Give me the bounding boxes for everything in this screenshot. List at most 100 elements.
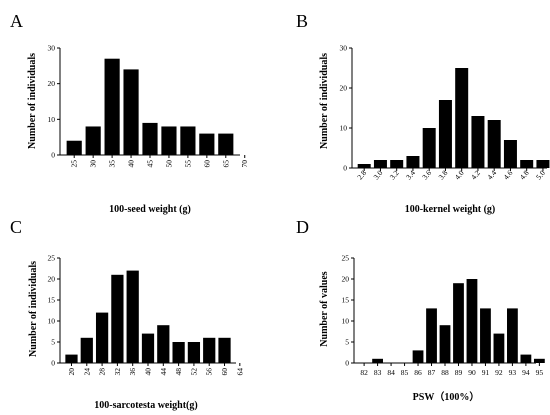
y-tick-label: 0 <box>51 151 55 160</box>
panel-letter-a: A <box>10 11 23 31</box>
x-tick-label: 28 <box>98 368 107 376</box>
bar-3.6 <box>422 128 436 168</box>
x-tick-label: 44 <box>159 368 168 376</box>
chart-panel-b: B 0 10 20 30 2.8 3.0 3.2 3.4 3.6 3.8 4.0 4.2 4.4 4.6… <box>296 11 550 215</box>
axes <box>351 257 540 366</box>
bars <box>372 279 545 363</box>
bar-4.2 <box>471 116 485 168</box>
x-tick-labels: 20 24 28 32 36 40 44 48 52 56 60 64 <box>67 368 244 376</box>
x-tick-label: 40 <box>127 160 136 168</box>
bar-56 <box>203 337 216 363</box>
bar-40 <box>141 333 155 363</box>
y-tick-label: 20 <box>342 275 350 284</box>
y-tick-label: 10 <box>340 124 348 133</box>
x-tick-label: 87 <box>428 368 436 377</box>
bar-48 <box>172 342 185 363</box>
x-tick-label: 88 <box>441 368 449 377</box>
x-tick-label: 60 <box>220 368 229 376</box>
bar-55 <box>180 126 196 155</box>
bar-83 <box>372 358 383 363</box>
bars <box>65 270 231 363</box>
x-axis-title: 100-kernel weight (g) <box>405 204 496 215</box>
bar-40 <box>123 69 139 155</box>
bar-5.0 <box>536 160 550 168</box>
y-tick-label: 20 <box>48 79 56 88</box>
bar-25 <box>66 140 82 155</box>
x-tick-label: 20 <box>67 368 76 376</box>
y-axis-title: Number of values <box>319 271 330 346</box>
x-tick-label: 84 <box>387 368 395 377</box>
y-tick-label: 0 <box>345 359 349 368</box>
x-tick-label: 3.4 <box>404 168 417 181</box>
y-axis-title: Number of individuals <box>319 53 330 149</box>
x-axis-title: PSW（100%） <box>413 390 480 403</box>
x-tick-label: 3.8 <box>437 168 450 181</box>
x-tick-label: 91 <box>482 368 490 377</box>
bar-86 <box>412 350 424 363</box>
y-tick-labels: 0 10 20 30 <box>340 44 348 173</box>
bars <box>66 58 234 156</box>
y-tick-label: 0 <box>343 164 347 173</box>
bar-60 <box>218 337 231 363</box>
x-tick-label: 4.0 <box>453 168 466 181</box>
bar-94 <box>520 354 532 363</box>
x-tick-label: 3.6 <box>420 168 433 181</box>
x-axis-title: 100-sarcotesta weight(g) <box>94 400 197 411</box>
chart-panel-a: A 0 10 20 30 25 30 35 40 45 50 55 60 65 70 Number of… <box>10 11 249 215</box>
bar-45 <box>142 122 158 155</box>
x-tick-label: 50 <box>164 160 173 168</box>
x-tick-label: 93 <box>509 368 517 377</box>
chart-panel-c: C 0 5 10 15 20 25 20 24 28 32 36 40 44 48 52 56 60 64 Nu… <box>10 217 244 411</box>
x-axis-title: 100-seed weight (g) <box>109 204 191 215</box>
y-tick-label: 10 <box>48 115 56 124</box>
y-tick-label: 10 <box>342 317 350 326</box>
y-axis-title: Number of individuals <box>28 261 39 357</box>
y-tick-label: 15 <box>342 296 350 305</box>
y-tick-label: 30 <box>340 44 348 53</box>
x-tick-label: 2.8 <box>355 168 368 181</box>
x-tick-label: 85 <box>401 368 409 377</box>
axes <box>349 47 547 171</box>
x-tick-labels: 25 30 35 40 45 50 55 60 65 70 <box>70 160 250 168</box>
panel-letter-b: B <box>296 11 308 31</box>
y-tick-label: 15 <box>48 296 56 305</box>
y-tick-label: 25 <box>342 254 350 263</box>
bar-3.4 <box>406 156 420 168</box>
x-tick-label: 3.2 <box>388 168 401 181</box>
x-tick-label: 52 <box>189 368 198 376</box>
x-tick-label: 92 <box>495 368 503 377</box>
x-tick-label: 25 <box>70 160 79 168</box>
x-tick-label: 82 <box>360 368 368 377</box>
bar-3.2 <box>390 160 404 168</box>
y-tick-label: 20 <box>340 84 348 93</box>
bar-32 <box>111 274 124 363</box>
x-tick-label: 5.0 <box>534 168 547 181</box>
y-tick-label: 5 <box>345 338 349 347</box>
x-tick-label: 95 <box>536 368 544 377</box>
bar-44 <box>157 325 170 363</box>
bar-93 <box>507 308 518 363</box>
x-tick-label: 60 <box>202 160 211 168</box>
bar-3.0 <box>373 160 387 168</box>
bar-87 <box>426 308 437 363</box>
bar-90 <box>466 279 478 363</box>
bars <box>357 68 550 168</box>
bar-30 <box>85 126 101 155</box>
y-axis-title: Number of individuals <box>27 53 38 149</box>
panel-letter-d: D <box>296 217 309 237</box>
bar-92 <box>493 333 505 363</box>
bar-4.8 <box>520 160 534 168</box>
bar-4.4 <box>487 120 501 168</box>
y-tick-label: 25 <box>48 254 56 263</box>
y-tick-labels: 0 5 10 15 20 25 <box>48 254 56 368</box>
chart-panel-d: D 0 5 10 15 20 25 82 83 84 85 86 87 88 89 90 91 92 93 94 9… <box>296 217 545 403</box>
x-tick-label: 65 <box>221 160 230 168</box>
y-tick-label: 30 <box>48 44 56 53</box>
x-tick-label: 83 <box>374 368 382 377</box>
x-tick-label: 86 <box>414 368 422 377</box>
bar-36 <box>126 270 139 363</box>
bar-65 <box>218 133 234 155</box>
bar-60 <box>199 133 215 155</box>
x-tick-label: 30 <box>89 160 98 168</box>
